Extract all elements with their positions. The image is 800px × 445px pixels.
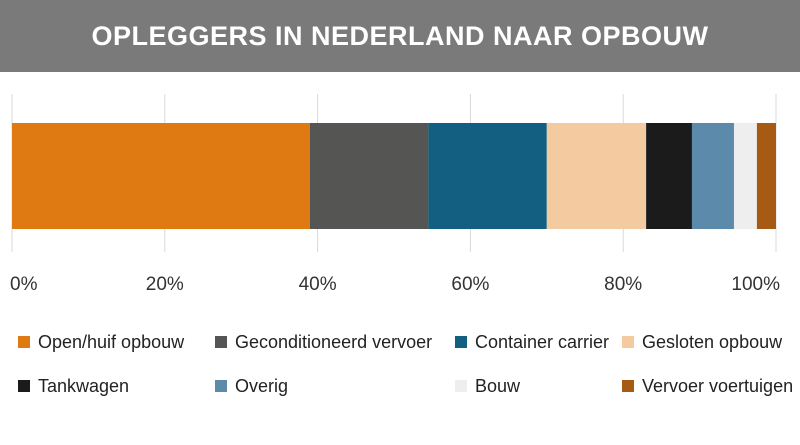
legend-item: Open/huif opbouw — [18, 330, 184, 354]
legend-item: Tankwagen — [18, 374, 129, 398]
legend-label: Overig — [235, 375, 289, 396]
bar-segments — [12, 123, 776, 229]
bar-segment-6 — [691, 123, 734, 229]
title-bar: OPLEGGERS IN NEDERLAND NAAR OPBOUW — [0, 0, 800, 72]
legend-swatch — [215, 336, 227, 348]
legend-swatch — [455, 380, 467, 392]
legend-label: Vervoer voertuigen — [642, 375, 794, 396]
x-tick-label: 80% — [604, 274, 642, 295]
x-tick-labels: 0% 20% 40% 60% 80% 100% — [10, 274, 780, 295]
x-tick-label: 20% — [146, 274, 184, 295]
legend-label: Open/huif opbouw — [38, 331, 185, 352]
bar-segment-5 — [646, 123, 692, 229]
legend-label: Bouw — [475, 375, 521, 396]
bar-segment-2 — [309, 123, 429, 229]
stacked-bar-chart: 0% 20% 40% 60% 80% 100% — [10, 94, 780, 295]
legend-item: Vervoer voertuigen — [622, 374, 793, 398]
legend: Open/huif opbouw Geconditioneerd vervoer C… — [0, 330, 800, 440]
legend-swatch — [455, 336, 467, 348]
legend-label: Tankwagen — [38, 375, 130, 396]
x-tick-label: 60% — [451, 274, 489, 295]
legend-item: Gesloten opbouw — [622, 330, 782, 354]
bar-segment-8 — [756, 123, 776, 229]
legend-label: Geconditioneerd vervoer — [235, 331, 433, 352]
legend-swatch — [622, 380, 634, 392]
bar-segment-4 — [546, 123, 647, 229]
legend-item: Geconditioneerd vervoer — [215, 330, 432, 354]
bar-segment-7 — [733, 123, 757, 229]
legend-swatch — [18, 336, 30, 348]
bar-segment-3 — [428, 123, 547, 229]
x-tick-label: 0% — [10, 274, 38, 295]
legend-label: Gesloten opbouw — [642, 331, 783, 352]
legend-label: Container carrier — [475, 331, 610, 352]
x-tick-label: 100% — [731, 274, 780, 295]
legend-swatch — [18, 380, 30, 392]
legend-swatch — [622, 336, 634, 348]
legend-item: Overig — [215, 374, 288, 398]
legend-item: Container carrier — [455, 330, 609, 354]
legend-swatch — [215, 380, 227, 392]
chart-title: OPLEGGERS IN NEDERLAND NAAR OPBOUW — [91, 20, 709, 51]
legend-item: Bouw — [455, 374, 520, 398]
bar-segment-1 — [12, 123, 310, 229]
x-tick-label: 40% — [299, 274, 337, 295]
